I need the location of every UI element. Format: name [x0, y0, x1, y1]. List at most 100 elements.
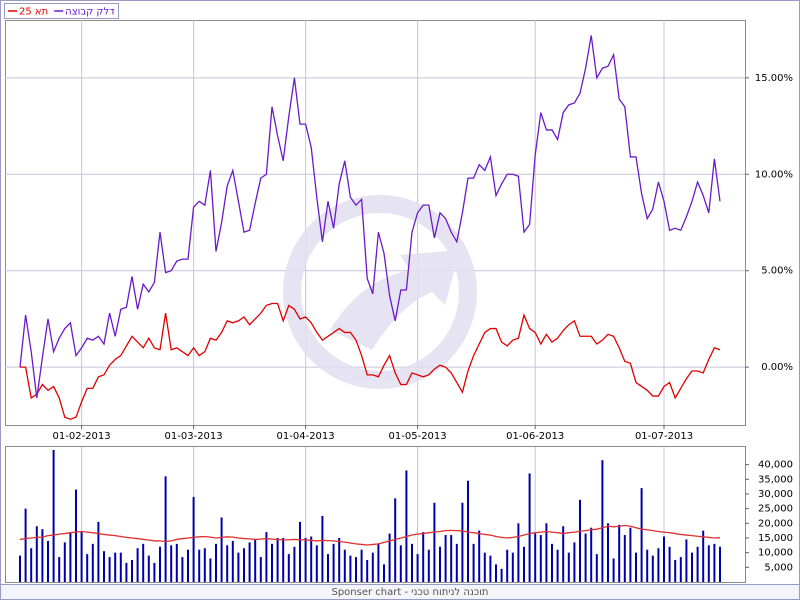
volume-bar [511, 552, 514, 582]
volume-bar [534, 533, 537, 582]
volume-bar [315, 545, 318, 582]
watermark-arrow [330, 250, 460, 350]
y-tick-label: 20,000 [758, 518, 793, 529]
volume-bar [304, 537, 307, 582]
volume-bar [579, 499, 581, 582]
volume-bar [556, 549, 559, 582]
volume-bar [310, 536, 313, 582]
volume-bar [47, 540, 49, 582]
volume-bar [405, 470, 408, 582]
volume-bar [383, 564, 385, 582]
volume-bar [394, 498, 397, 582]
volume-bar [181, 557, 184, 582]
volume-bar [114, 552, 117, 582]
volume-bar [63, 542, 66, 582]
volume-bar [170, 545, 173, 582]
volume-bar [226, 545, 229, 582]
volume-bar [282, 537, 285, 582]
volume-bar [450, 535, 453, 582]
volume-bar [147, 555, 150, 582]
y-tick-label: 40,000 [758, 460, 793, 471]
volume-bar [276, 537, 279, 582]
volume-bar [231, 540, 234, 582]
volume-bar [500, 568, 503, 582]
volume-bar [377, 543, 380, 582]
volume-bar [69, 532, 72, 582]
price-panel [5, 20, 746, 426]
volume-bar [164, 476, 167, 582]
legend-label: תא 25 [19, 7, 48, 18]
x-tick-label: 01-02-2013 [53, 431, 111, 442]
volume-bar [691, 552, 693, 582]
volume-bar [19, 555, 21, 582]
y-tick-label: 5.00% [761, 266, 793, 277]
volume-bar [495, 564, 497, 582]
volume-bar [293, 546, 296, 582]
volume-bar [646, 549, 649, 582]
volume-bar [35, 526, 38, 582]
volume-bar [360, 549, 363, 582]
y-tick-label: 10,000 [758, 548, 793, 559]
volume-bar [657, 548, 660, 582]
x-tick-label: 01-05-2013 [389, 431, 447, 442]
volume-bar [349, 555, 352, 582]
volume-bar [427, 549, 430, 582]
y-tick-label: 0.00% [761, 362, 793, 373]
volume-bar [119, 552, 122, 582]
volume-bar [651, 555, 654, 582]
footer-caption: Sponser chart - תוכנה לניתוח טכני [331, 587, 488, 598]
volume-bar [153, 562, 156, 582]
volume-bar [685, 539, 688, 582]
volume-bar [75, 489, 77, 582]
volume-bar [332, 543, 335, 582]
volume-bar [131, 559, 133, 582]
volume-bar [528, 473, 531, 582]
volume-bar [416, 554, 419, 582]
y-tick-label: 35,000 [758, 474, 793, 485]
volume-bar [338, 537, 341, 582]
volume-bar [299, 521, 301, 582]
volume-bar [551, 543, 553, 582]
volume-bar [422, 532, 425, 582]
volume-bar [444, 535, 447, 582]
volume-bar [663, 536, 665, 582]
volume-bar [248, 542, 251, 582]
volume-bar [24, 508, 27, 582]
x-tick-label: 01-07-2013 [635, 431, 693, 442]
volume-bar [696, 546, 699, 582]
volume-bar [483, 552, 486, 582]
x-tick-label: 01-03-2013 [165, 431, 223, 442]
volume-bar [573, 542, 576, 582]
volume-bar [455, 543, 458, 582]
volume-bar [623, 535, 626, 582]
volume-bar [411, 543, 413, 582]
volume-bar [629, 527, 632, 582]
legend-label: דלק קבוצה [65, 7, 115, 18]
price-line [19, 35, 721, 399]
volume-bar [259, 557, 262, 582]
volume-bar [203, 548, 206, 582]
volume-bar [327, 554, 329, 582]
volume-bar [103, 551, 105, 582]
volume-bar [187, 549, 189, 582]
volume-bar [343, 549, 346, 582]
volume-bar [713, 543, 716, 582]
volume-bar [58, 557, 61, 582]
y-tick-label: 15,000 [758, 533, 793, 544]
volume-bar [478, 530, 481, 582]
volume-bar [355, 557, 357, 582]
volume-bar [439, 546, 441, 582]
volume-bar [192, 496, 195, 582]
volume-bar [366, 559, 369, 582]
volume-bar [635, 552, 637, 582]
volume-bar [254, 539, 257, 582]
volume-bar [287, 554, 290, 582]
volume-bar [80, 532, 83, 582]
volume-bar [271, 543, 273, 582]
volume-bar [41, 529, 44, 582]
volume-bar [86, 554, 89, 582]
volume-bar [371, 552, 374, 582]
volume-bar [539, 535, 542, 582]
volume-bar [461, 502, 464, 582]
